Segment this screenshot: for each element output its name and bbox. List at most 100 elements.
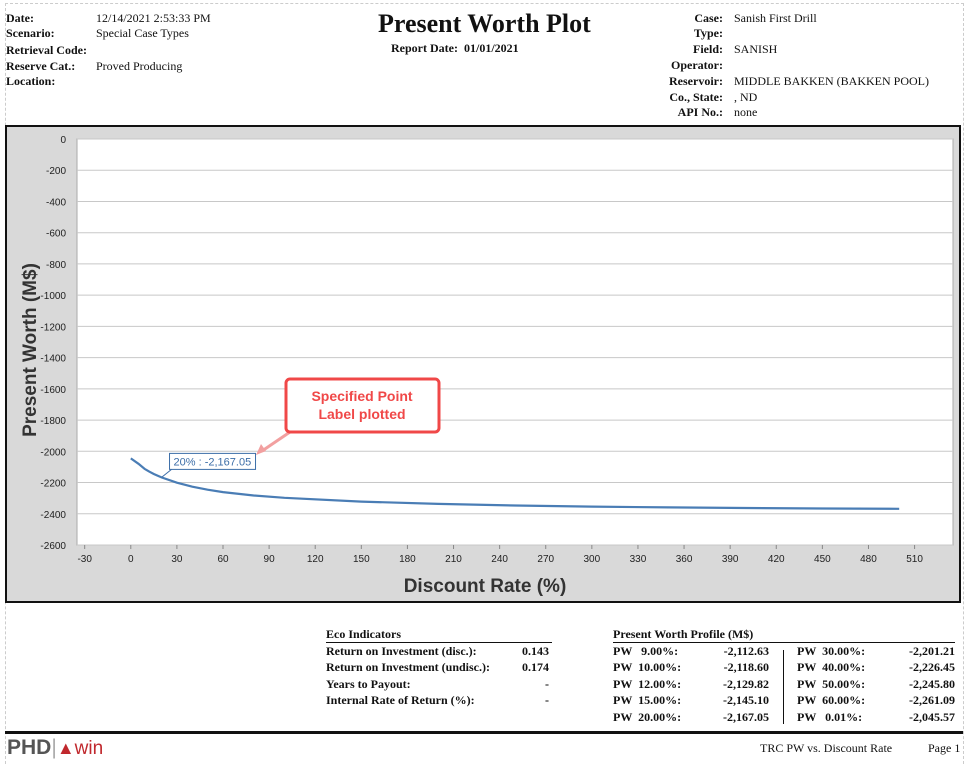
x-tick-label: 510 [906,554,923,565]
header-field-value: Special Case Types [96,26,189,40]
flame-icon: ▲ [56,738,75,758]
x-tick-label: 300 [583,554,600,565]
x-axis-title: Discount Rate (%) [404,576,567,597]
y-tick-label: -1000 [40,291,66,302]
y-axis-title: Present Worth (M$) [20,263,41,437]
eco-title: Eco Indicators [326,627,401,641]
x-tick-label: 480 [860,554,877,565]
x-tick-label: 90 [264,554,276,565]
pw-label: PW 40.00%: [797,660,866,674]
y-tick-label: -1400 [40,354,66,365]
y-tick-label: -1600 [40,385,66,396]
eco-label: Return on Investment (undisc.): [326,660,491,674]
footer-rule [5,731,963,734]
pw-value: -2,226.45 [909,660,955,674]
x-tick-label: 150 [353,554,370,565]
x-tick-label: 120 [307,554,324,565]
point-label-text: 20% : -2,167.05 [174,456,252,468]
footer-page-number: Page 1 [928,741,961,755]
y-tick-label: -1200 [40,322,66,333]
callout-arrowhead [256,444,266,455]
report-date-label: Report Date: [391,41,458,55]
y-tick-label: -1800 [40,416,66,427]
pw-value: -2,201.21 [909,644,955,658]
pw-label: PW 10.00%: [613,660,682,674]
eco-label: Internal Rate of Return (%): [326,693,475,707]
eco-value: 0.174 [522,660,549,674]
header-field-value: Proved Producing [96,59,183,73]
phdwin-logo: PHD|▲win [7,736,104,759]
footer-report-name: TRC PW vs. Discount Rate [760,741,893,755]
header-field-value: none [734,105,758,119]
callout-arrow [261,430,291,453]
x-tick-label: 390 [722,554,739,565]
pw-label: PW 20.00%: [613,710,682,724]
y-tick-label: -800 [46,260,66,271]
eco-label: Years to Payout: [326,677,411,691]
eco-value: - [545,693,549,707]
report-date: Report Date: 01/01/2021 [391,41,519,56]
report-date-value: 01/01/2021 [463,41,519,55]
header-field-value: 12/14/2021 2:53:33 PM [96,11,211,25]
header-field-label: Operator: [671,58,723,72]
header-field-label: Type: [693,26,723,40]
pw-label: PW 15.00%: [613,693,682,707]
header-field-label: Reserve Cat.: [6,59,76,73]
pw-label: PW 0.01%: [797,710,863,724]
y-tick-label: -400 [46,197,66,208]
header-field-label: Reservoir: [669,74,723,88]
y-tick-label: -2000 [40,447,66,458]
y-tick-label: -2200 [40,479,66,490]
header-field-label: Field: [693,42,723,56]
pw-value: -2,045.57 [909,710,955,724]
chart-panel: 0 -200 -400 -600 -800 -1000 -1200 -1400 -1600 -18… [5,125,961,603]
point-label-leader [161,469,172,478]
callout-text-line1: Specified Point [311,388,412,404]
x-tick-label: -30 [77,554,92,565]
header-field-label: Co., State: [669,90,723,104]
y-tick-label: -2400 [40,510,66,521]
x-tick-label: 0 [128,554,134,565]
header-field-label: Date: [6,11,34,25]
x-tick-label: 270 [537,554,554,565]
series-line-pw [130,457,900,510]
y-tick-label: -2600 [40,541,66,552]
pw-profile-title: Present Worth Profile (M$) [613,627,754,641]
pw-label: PW 9.00%: [613,644,679,658]
x-tick-label: 180 [399,554,416,565]
header-field-value: MIDDLE BAKKEN (BAKKEN POOL) [734,74,929,88]
callout-box [284,377,441,434]
callout-text-line2: Label plotted [318,406,405,422]
x-tick-label: 210 [445,554,462,565]
header-field-value: SANISH [734,42,778,56]
header-field-value: , ND [734,90,758,104]
x-tick-label: 330 [630,554,647,565]
header-field-label: Scenario: [6,26,55,40]
pw-value: -2,129.82 [723,677,769,691]
eco-label: Return on Investment (disc.): [326,644,477,658]
header-field-label: Case: [694,11,723,25]
pw-value: -2,145.10 [723,693,769,707]
pw-label: PW 50.00%: [797,677,866,691]
pw-value: -2,118.60 [723,660,769,674]
pw-divider [613,642,955,643]
pw-value: -2,167.05 [723,710,769,724]
pw-column-divider [783,650,784,724]
y-tick-label: 0 [60,135,66,146]
pw-value: -2,245.80 [909,677,955,691]
pw-label: PW 60.00%: [797,693,866,707]
x-tick-label: 240 [491,554,508,565]
eco-divider [326,642,552,643]
x-tick-label: 420 [768,554,785,565]
y-tick-label: -200 [46,166,66,177]
pw-value: -2,261.09 [909,693,955,707]
x-tick-label: 360 [676,554,693,565]
pw-label: PW 12.00%: [613,677,682,691]
pw-value: -2,112.63 [723,644,769,658]
header-field-label: Location: [6,74,56,88]
present-worth-chart: 0 -200 -400 -600 -800 -1000 -1200 -1400 -1600 -18… [20,135,954,597]
pw-label: PW 30.00%: [797,644,866,658]
header-field-label: API No.: [677,105,723,119]
eco-value: 0.143 [522,644,549,658]
point-label-box [169,452,257,470]
